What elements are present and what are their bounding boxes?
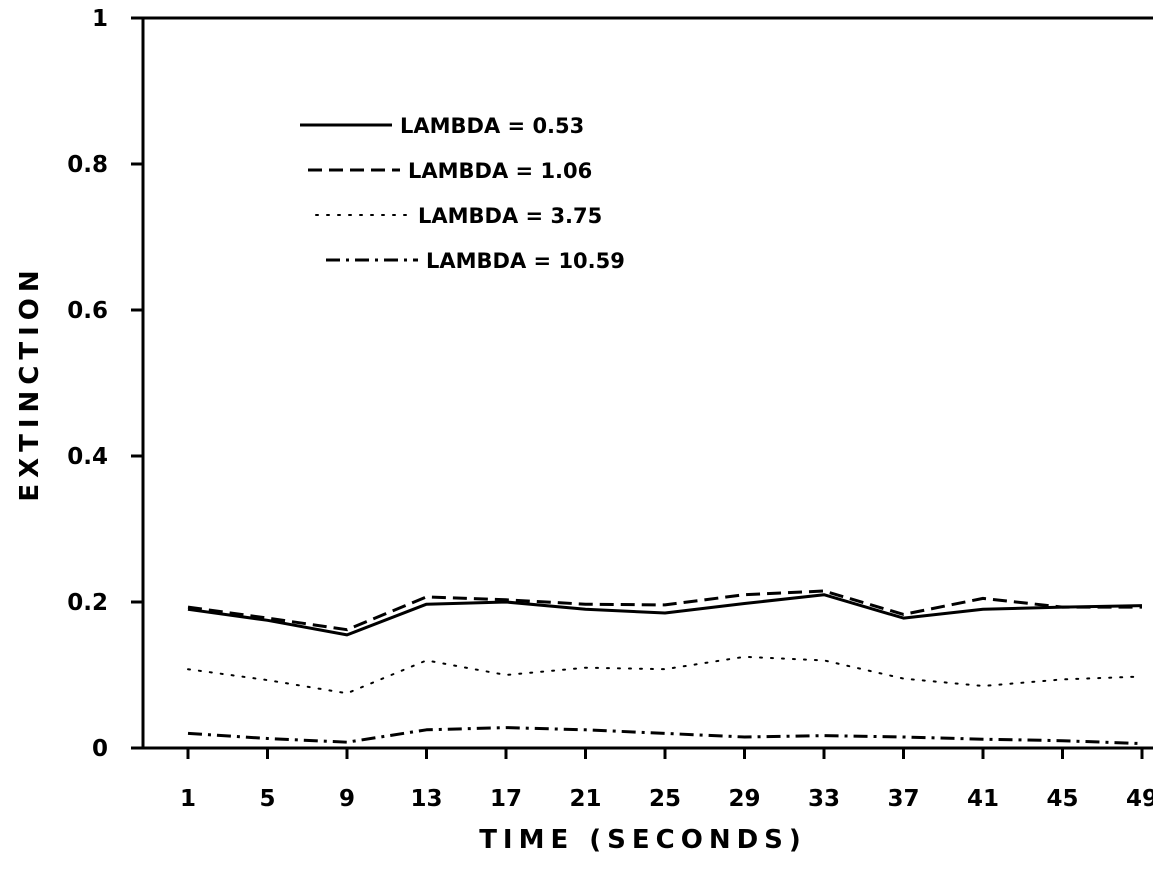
x-tick-label: 37	[887, 786, 919, 812]
y-tick-label: 0.4	[67, 444, 108, 470]
series-line-3	[187, 655, 1143, 695]
series-lines	[187, 589, 1143, 746]
x-tick-label: 45	[1046, 786, 1078, 812]
x-tick-label: 1	[180, 786, 196, 812]
x-tick-label: 9	[339, 786, 355, 812]
x-tick-label: 17	[490, 786, 522, 812]
legend-label-3: LAMBDA = 3.75	[418, 204, 602, 228]
axes	[141, 16, 1153, 750]
y-tick-label: 1	[92, 6, 108, 32]
y-tick-label: 0.6	[67, 298, 108, 324]
legend-label-4: LAMBDA = 10.59	[426, 249, 625, 273]
series-line-2	[187, 589, 1142, 632]
y-tick-label: 0.2	[67, 590, 108, 616]
x-tick-label: 13	[410, 786, 442, 812]
series-line-1	[187, 593, 1143, 637]
x-tick-label: 33	[808, 786, 840, 812]
legend-label-1: LAMBDA = 0.53	[400, 114, 584, 138]
x-axis-title: TIME (SECONDS)	[479, 825, 807, 855]
legend-label-2: LAMBDA = 1.06	[408, 159, 592, 183]
series-line-4	[187, 726, 1143, 746]
legend: LAMBDA = 0.53 LAMBDA = 1.06 LAMBDA = 3.75 L…	[300, 114, 625, 273]
x-tick-label: 41	[967, 786, 999, 812]
x-tick-label: 29	[728, 786, 760, 812]
y-tick-label: 0.8	[67, 152, 108, 178]
y-axis-title: EXTINCTION	[15, 264, 45, 501]
x-ticks: 1 5 9 13 17 21 25 29 33 37 41 45 49	[180, 748, 1153, 812]
y-tick-label: 0	[92, 736, 108, 762]
x-tick-label: 25	[649, 786, 681, 812]
y-ticks: 0 0.2 0.4 0.6 0.8 1	[67, 6, 143, 762]
x-tick-label: 49	[1126, 786, 1153, 812]
x-tick-label: 5	[259, 786, 275, 812]
x-tick-label: 21	[569, 786, 601, 812]
